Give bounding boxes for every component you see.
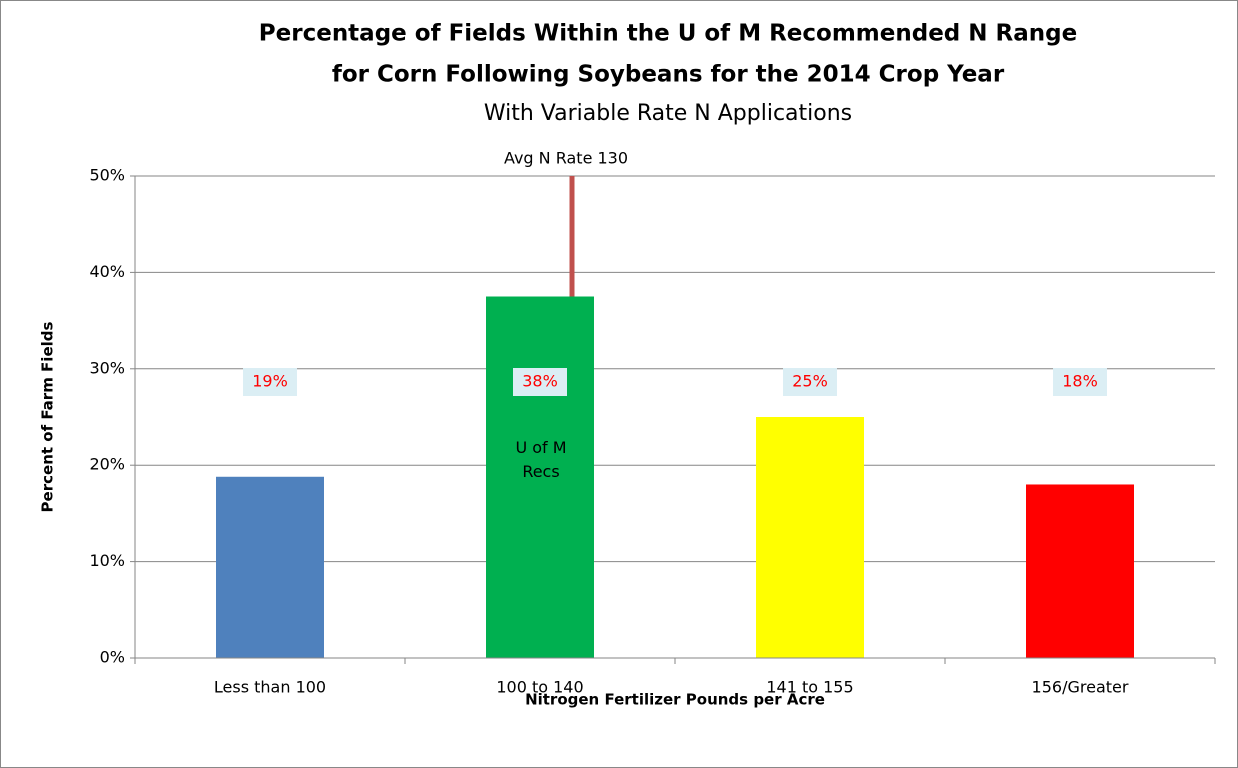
annotation: U of M Recs bbox=[515, 438, 567, 481]
x-axis-label: Nitrogen Fertilizer Pounds per Acre bbox=[525, 691, 825, 709]
annotation: Avg N Rate 130 bbox=[504, 149, 628, 168]
value-label-bg bbox=[1053, 368, 1107, 396]
value-label: 19% bbox=[252, 372, 288, 391]
value-label-bg bbox=[513, 368, 567, 396]
y-tick-label: 30% bbox=[89, 358, 125, 377]
y-tick-label: 40% bbox=[89, 262, 125, 281]
x-tick-label: 141 to 155 bbox=[766, 678, 853, 697]
chart-title: Percentage of Fields Within the U of M R… bbox=[259, 21, 1077, 47]
value-label: 38% bbox=[522, 372, 558, 391]
x-tick-label: 156/Greater bbox=[1032, 678, 1129, 697]
y-tick-label: 50% bbox=[89, 166, 125, 185]
bar bbox=[216, 476, 324, 658]
y-tick-label: 20% bbox=[89, 455, 125, 474]
value-label: 18% bbox=[1062, 372, 1098, 391]
bar bbox=[486, 296, 594, 658]
chart-title: for Corn Following Soybeans for the 2014… bbox=[332, 62, 1005, 88]
bar bbox=[756, 417, 864, 658]
y-axis-label: Percent of Farm Fields bbox=[39, 322, 57, 513]
x-tick-label: 100 to 140 bbox=[496, 678, 583, 697]
value-label-bg bbox=[243, 368, 297, 396]
value-label-bg bbox=[783, 368, 837, 396]
value-label: 25% bbox=[792, 372, 828, 391]
x-tick-label: Less than 100 bbox=[214, 678, 326, 697]
bar bbox=[1026, 484, 1134, 658]
y-tick-label: 0% bbox=[100, 648, 125, 667]
y-tick-label: 10% bbox=[89, 551, 125, 570]
chart-subtitle: With Variable Rate N Applications bbox=[484, 101, 852, 126]
